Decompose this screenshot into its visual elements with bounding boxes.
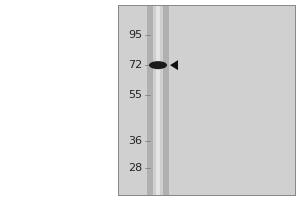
Bar (153, 5, 163, 195)
Bar (156, 5, 160, 195)
Text: NCI-H292: NCI-H292 (153, 0, 206, 2)
Text: 36: 36 (128, 136, 142, 146)
Polygon shape (170, 60, 178, 70)
Bar (118, 5, 295, 195)
Bar (147, 5, 169, 195)
Text: 72: 72 (128, 60, 142, 70)
Text: 55: 55 (128, 90, 142, 100)
Ellipse shape (149, 61, 167, 69)
Text: 28: 28 (128, 163, 142, 173)
Text: 95: 95 (128, 30, 142, 40)
